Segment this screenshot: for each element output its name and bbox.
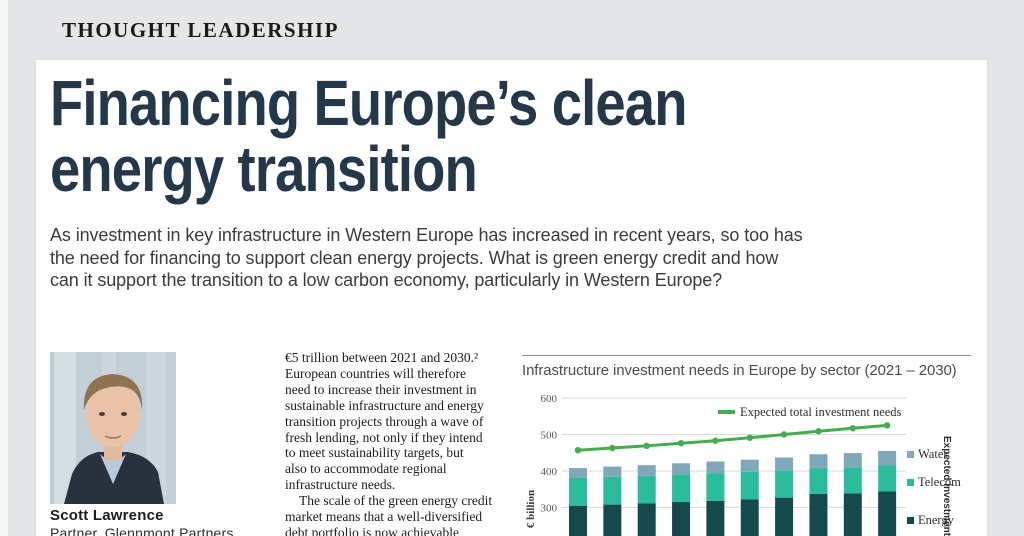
y-tick-label: 600 [541, 393, 558, 405]
chart-secondary-axis-label: Expected investment giv [941, 436, 952, 536]
page-edge [0, 0, 8, 536]
bar-segment-energy [603, 504, 622, 536]
legend-label-telecom: Telecom [918, 475, 961, 489]
body-paragraph: €5 trillion between 2021 and 2030.² Euro… [285, 350, 484, 493]
bar-segment-water [637, 465, 656, 476]
bar-segment-energy [878, 491, 897, 536]
section-kicker: THOUGHT LEADERSHIP [62, 18, 339, 42]
article-standfirst: As investment in key infrastructure in W… [50, 225, 803, 290]
bar-segment-water [706, 461, 725, 474]
bar-segment-telecom [569, 477, 587, 506]
author-name: Scott Lawrence [50, 507, 164, 524]
chart-top-rule [522, 355, 971, 356]
bar-segment-telecom [878, 465, 897, 492]
bar-segment-water [843, 453, 862, 468]
legend-label-energy: Energy [918, 513, 955, 527]
line-marker [677, 440, 685, 447]
infrastructure-investment-chart: 600 500 400 300 € billion Expected total inve… [525, 393, 961, 536]
line-marker [746, 434, 753, 441]
line-marker [712, 437, 719, 444]
line-marker [883, 422, 891, 429]
body-paragraph: The scale of the green energy credit mar… [285, 493, 493, 536]
bar-segment-telecom [637, 475, 656, 504]
y-tick-label: 300 [541, 503, 558, 515]
legend-swatch-water [907, 451, 914, 458]
bar-segment-water [775, 457, 794, 471]
portrait-image [50, 352, 176, 504]
line-legend-label: Expected total investment needs [740, 405, 902, 419]
bar-segment-water [740, 459, 759, 472]
bar-segment-water [603, 466, 622, 477]
bar-segment-telecom [843, 467, 862, 494]
y-tick-label: 400 [541, 466, 558, 478]
bar-segment-water [809, 454, 828, 469]
line-marker [780, 431, 788, 438]
author-photo [50, 352, 176, 504]
bar-segment-energy [569, 505, 587, 536]
y-axis-label: € billion [525, 490, 537, 528]
y-tick-label: 500 [541, 430, 558, 442]
bar-segment-energy [843, 493, 862, 536]
bar-segment-water [672, 463, 691, 475]
bar-segment-energy [672, 502, 691, 536]
legend-label-water: Water [918, 447, 948, 461]
chart-title: Infrastructure investment needs in Europ… [522, 362, 957, 379]
line-marker [643, 442, 650, 450]
author-role: Partner, Glennmont Partners [50, 525, 234, 536]
line-marker [815, 428, 822, 435]
line-marker [849, 425, 856, 432]
bar-segment-energy [809, 493, 828, 536]
bar-segment-telecom [672, 474, 691, 503]
line-marker [574, 446, 582, 454]
bar-segment-energy [775, 497, 794, 536]
bar-segment-water [569, 468, 587, 478]
legend-swatch-telecom [907, 479, 914, 486]
bar-segment-telecom [740, 471, 759, 500]
line-marker [609, 444, 616, 452]
total-investment-line [577, 423, 888, 452]
bar-segment-telecom [775, 470, 794, 498]
article-title: Financing Europe’s clean energy transiti… [50, 67, 687, 205]
bar-segment-water [878, 450, 897, 466]
bar-segment-energy [740, 499, 759, 536]
article-card [36, 60, 987, 536]
bar-segment-telecom [809, 468, 828, 494]
article-body-column: €5 trillion between 2021 and 2030.² Euro… [285, 350, 510, 536]
bar-segment-telecom [603, 476, 622, 505]
bar-segment-energy [706, 500, 725, 536]
bar-segment-telecom [706, 473, 725, 501]
legend-swatch-energy [907, 517, 914, 524]
bar-segment-energy [637, 503, 656, 536]
